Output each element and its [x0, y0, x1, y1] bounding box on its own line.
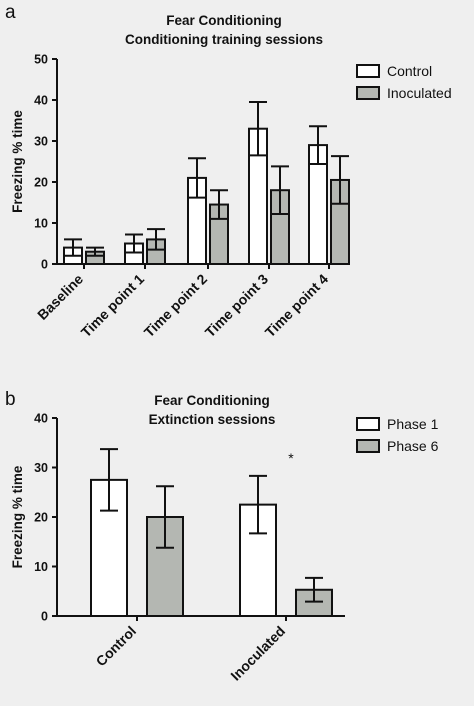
y-tick-label: 0 — [41, 610, 48, 624]
panel-label: a — [5, 2, 16, 23]
y-tick-label: 0 — [41, 258, 48, 272]
y-axis-label: Freezing % time — [10, 110, 25, 213]
chart-title: Fear Conditioning — [154, 393, 270, 408]
x-tick-label: Control — [93, 623, 140, 670]
y-tick-label: 20 — [34, 511, 48, 525]
y-tick-label: 40 — [34, 94, 48, 108]
y-tick-label: 50 — [34, 53, 48, 67]
legend: Phase 1 Phase 6 — [356, 416, 439, 454]
x-tick-label: Inoculated — [227, 623, 288, 684]
x-tick-label: Time point 1 — [78, 271, 148, 341]
chart-subtitle: Conditioning training sessions — [125, 32, 323, 47]
y-tick-label: 20 — [34, 176, 48, 190]
legend-swatch — [356, 64, 380, 78]
y-tick-label: 30 — [34, 461, 48, 475]
legend-label: Control — [387, 63, 432, 79]
chart-title: Fear Conditioning — [166, 13, 282, 28]
y-axis-label: Freezing % time — [10, 465, 25, 568]
significance-marker: * — [288, 450, 294, 466]
panel-label: b — [5, 389, 16, 410]
legend: Control Inoculated — [356, 63, 452, 101]
legend-label: Phase 1 — [387, 416, 439, 432]
bar-phase-6 — [295, 588, 333, 618]
x-tick-label: Time point 2 — [141, 271, 211, 341]
x-tick-label: Time point 4 — [262, 271, 332, 341]
chart-panel-a: a Fear Conditioning Conditioning training … — [5, 2, 452, 340]
legend-label: Inoculated — [387, 85, 452, 101]
y-tick-label: 30 — [34, 135, 48, 149]
legend-swatch — [356, 417, 380, 431]
legend-label: Phase 6 — [387, 438, 439, 454]
y-tick-label: 40 — [34, 412, 48, 426]
x-tick-label: Baseline — [34, 271, 86, 323]
chart-subtitle: Extinction sessions — [149, 412, 276, 427]
legend-swatch — [356, 439, 380, 453]
y-tick-label: 10 — [34, 217, 48, 231]
x-tick-label: Time point 3 — [202, 271, 272, 341]
legend-swatch — [356, 86, 380, 100]
y-tick-label: 10 — [34, 560, 48, 574]
chart-panel-b: b Fear Conditioning Extinction sessions 0 10… — [5, 389, 439, 684]
